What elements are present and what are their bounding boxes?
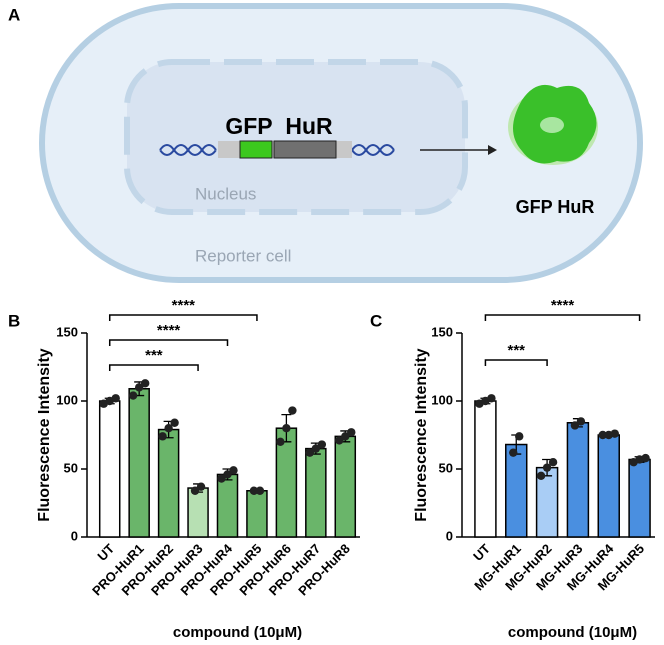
- significance-bracket: [108, 339, 229, 346]
- bar: [334, 435, 357, 538]
- data-point: [128, 391, 138, 400]
- panel-label: B: [8, 311, 20, 330]
- y-tick-label: 0: [446, 528, 453, 543]
- data-point: [341, 432, 350, 441]
- bar: [128, 388, 150, 538]
- bar: [628, 458, 651, 538]
- data-point: [223, 470, 232, 479]
- data-point: [548, 458, 558, 467]
- data-point: [542, 463, 552, 472]
- data-point: [229, 466, 238, 475]
- diagram: A GFP HuR Nucleus Reporter cell GFP HuR: [8, 3, 643, 283]
- bar: [305, 447, 327, 538]
- y-tick-label: 50: [64, 460, 78, 475]
- data-point: [282, 424, 291, 433]
- data-point: [288, 406, 297, 415]
- significance-bracket: [484, 314, 641, 321]
- panel-label: C: [370, 311, 382, 330]
- data-point: [347, 428, 356, 437]
- data-point: [255, 486, 265, 495]
- charts: B Fluorescence Intensity compound (10μM) 0 5…: [8, 297, 655, 641]
- y-tick-label: 150: [431, 324, 453, 339]
- x-tick-label: UT: [470, 541, 493, 564]
- y-tick-label: 150: [56, 324, 78, 339]
- chart: C Fluorescence Intensity compound (10μM) 0 5…: [370, 297, 655, 641]
- data-point: [598, 430, 607, 440]
- y-tick-label: 100: [56, 392, 78, 407]
- significance-bracket: [484, 359, 548, 366]
- product-label: GFP HuR: [516, 197, 595, 217]
- data-point: [158, 432, 167, 441]
- bar: [246, 490, 268, 538]
- data-point: [111, 394, 120, 403]
- data-point: [317, 440, 327, 449]
- bar: [157, 428, 180, 538]
- cell-label: Reporter cell: [195, 246, 291, 265]
- x-tick-label: UT: [94, 541, 117, 564]
- data-point: [335, 436, 344, 445]
- data-point: [536, 471, 546, 480]
- chart: B Fluorescence Intensity compound (10μM) 0 5…: [8, 297, 360, 641]
- bar: [98, 400, 121, 538]
- data-point: [276, 437, 285, 446]
- arrow-head: [488, 145, 497, 155]
- y-tick-label: 100: [431, 392, 453, 407]
- protein-core: [540, 117, 564, 133]
- data-point: [311, 444, 321, 453]
- bar: [187, 487, 209, 538]
- nucleus-label: Nucleus: [195, 184, 256, 203]
- data-point: [515, 432, 524, 441]
- data-point: [641, 453, 650, 463]
- data-point: [196, 482, 206, 491]
- panel-label: A: [8, 5, 20, 24]
- significance-label: ***: [507, 342, 525, 359]
- dna: [159, 144, 217, 156]
- significance-label: ***: [145, 347, 163, 364]
- bar: [597, 434, 620, 538]
- hur-gene: [273, 140, 337, 159]
- data-point: [190, 486, 200, 495]
- y-tick-label: 50: [439, 460, 453, 475]
- bar: [216, 473, 239, 538]
- y-axis-label: Fluorescence Intensity: [413, 348, 430, 521]
- significance-bracket: [108, 364, 199, 371]
- dna: [351, 144, 395, 156]
- gene-label: GFP: [225, 113, 272, 139]
- data-point: [134, 383, 144, 392]
- data-point: [509, 448, 518, 457]
- data-point: [170, 418, 179, 427]
- data-point: [610, 429, 619, 438]
- bar: [566, 422, 590, 538]
- data-point: [576, 417, 586, 426]
- significance-label: ****: [172, 297, 196, 314]
- gfp-gene: [239, 140, 273, 159]
- data-point: [487, 394, 496, 403]
- bar: [505, 443, 528, 538]
- data-point: [249, 486, 259, 495]
- bar: [474, 400, 497, 538]
- x-axis-label: compound (10μM): [173, 624, 302, 641]
- data-point: [305, 448, 315, 457]
- significance-bracket: [108, 314, 258, 321]
- y-axis-label: Fluorescence Intensity: [36, 348, 53, 521]
- data-point: [217, 474, 226, 483]
- x-axis-label: compound (10μM): [508, 624, 637, 641]
- gene-label: HuR: [285, 113, 333, 139]
- significance-label: ****: [551, 297, 575, 314]
- data-point: [164, 424, 173, 433]
- y-tick-label: 0: [71, 528, 78, 543]
- data-point: [570, 421, 580, 430]
- data-point: [140, 379, 150, 388]
- nucleus: [124, 59, 468, 215]
- significance-label: ****: [157, 322, 181, 339]
